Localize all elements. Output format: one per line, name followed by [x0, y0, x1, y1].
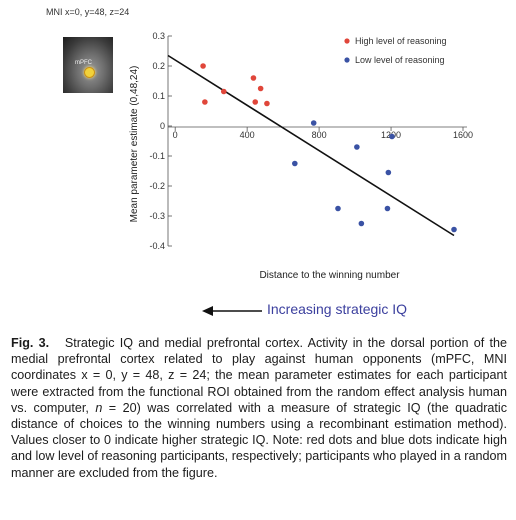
low-reasoning-point: [292, 160, 298, 167]
y-tick-label: 0.1: [152, 91, 165, 101]
caption-figure-number: Fig. 3.: [11, 336, 50, 350]
high-reasoning-point: [200, 63, 206, 69]
x-tick-label: 400: [240, 130, 255, 140]
x-tick-label: 1600: [453, 130, 473, 140]
regression-line-group: [167, 54, 455, 237]
plot-marks: [200, 63, 457, 233]
low-reasoning-point: [310, 120, 317, 126]
low-reasoning-point: [358, 220, 365, 227]
legend-label: High level of reasoning: [355, 36, 447, 46]
legend-marker: [344, 38, 350, 44]
brain-inset-image: mPFC: [63, 37, 113, 93]
caption-n-symbol: n: [95, 400, 103, 415]
x-tick-label: 0: [173, 130, 178, 140]
strategic-iq-arrow: Increasing strategic IQ: [200, 300, 470, 322]
high-reasoning-point: [264, 100, 270, 107]
regression-line: [167, 54, 455, 237]
figure-caption: Fig. 3. Strategic IQ and medial prefront…: [11, 335, 507, 481]
y-tick-label: -0.3: [149, 211, 165, 221]
low-reasoning-point: [389, 133, 395, 140]
legend-label: Low level of reasoning: [355, 55, 445, 65]
y-axis-label: Mean parameter estimate (0,48,24): [129, 66, 140, 223]
caption-body-part-2: = 20) was correlated with a measure of s…: [11, 400, 507, 480]
y-tick-label: 0: [160, 121, 165, 131]
high-reasoning-point: [220, 88, 227, 95]
legend-marker: [344, 57, 350, 63]
y-tick-label: -0.2: [149, 181, 165, 191]
high-reasoning-point: [252, 99, 259, 105]
legend: High level of reasoning Low level of reas…: [344, 36, 447, 65]
y-tick-label: -0.4: [149, 241, 165, 251]
x-tick-label: 800: [312, 130, 327, 140]
roi-blob: [84, 67, 95, 78]
y-tick-label: 0.3: [152, 31, 165, 41]
low-reasoning-point: [451, 226, 457, 233]
low-reasoning-point: [385, 169, 392, 176]
arrow-label: Increasing strategic IQ: [267, 301, 408, 317]
high-reasoning-point: [250, 75, 257, 81]
low-reasoning-point: [354, 144, 360, 150]
low-reasoning-point: [384, 205, 391, 212]
low-reasoning-point: [335, 205, 341, 212]
x-axis-label: Distance to the winning number: [259, 270, 400, 281]
inset-coordinates-label: MNI x=0, y=48, z=24: [46, 7, 130, 17]
scatter-plot: 0.30.20.10-0.1-0.2-0.3-0.404008001200160…: [129, 31, 473, 281]
left-arrow-icon: [202, 306, 262, 316]
caption-body-part-1: Activity in the dorsal portion of the me…: [11, 336, 507, 415]
roi-label: mPFC: [75, 60, 92, 66]
caption-title: Strategic IQ and medial prefrontal corte…: [64, 336, 304, 350]
high-reasoning-point: [257, 85, 264, 92]
y-tick-label: -0.1: [149, 151, 165, 161]
y-tick-label: 0.2: [152, 61, 165, 71]
high-reasoning-point: [202, 99, 208, 105]
